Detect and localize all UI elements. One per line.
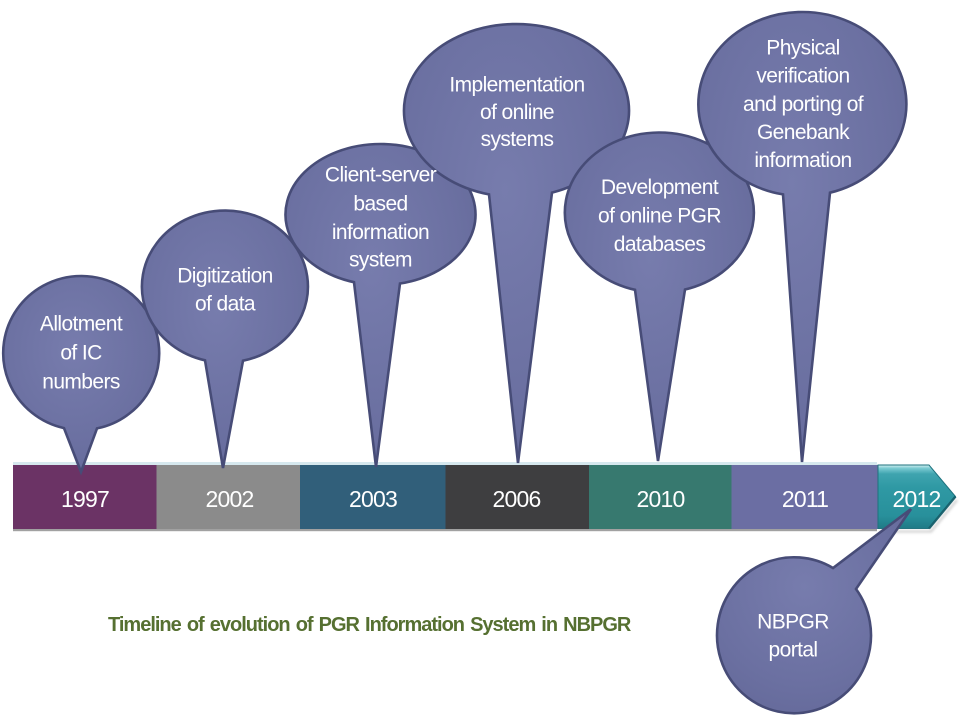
svg-text:based: based xyxy=(353,193,407,216)
svg-text:of data: of data xyxy=(195,293,256,316)
svg-text:NBPGR: NBPGR xyxy=(757,611,829,634)
svg-text:2010: 2010 xyxy=(637,486,685,512)
svg-text:Physical: Physical xyxy=(766,37,839,60)
svg-text:Development: Development xyxy=(601,176,719,199)
svg-text:2003: 2003 xyxy=(349,486,397,512)
svg-text:systems: systems xyxy=(481,128,554,151)
svg-text:2012: 2012 xyxy=(893,486,941,512)
svg-text:1997: 1997 xyxy=(61,486,109,512)
svg-text:numbers: numbers xyxy=(42,371,120,394)
svg-text:verification: verification xyxy=(756,65,849,88)
svg-text:Genebank: Genebank xyxy=(757,121,850,144)
svg-text:and porting of: and porting of xyxy=(743,93,864,116)
svg-text:information: information xyxy=(754,149,851,172)
svg-text:Digitization: Digitization xyxy=(177,265,273,288)
svg-text:Timeline of evolution of PGR I: Timeline of evolution of PGR Information… xyxy=(108,614,632,636)
svg-text:of online: of online xyxy=(480,101,554,124)
svg-text:databases: databases xyxy=(614,233,706,256)
svg-text:of online PGR: of online PGR xyxy=(598,205,721,228)
svg-text:2006: 2006 xyxy=(493,486,541,512)
svg-text:Allotment: Allotment xyxy=(40,313,123,336)
svg-text:2002: 2002 xyxy=(206,486,254,512)
svg-text:Client-server: Client-server xyxy=(325,164,437,187)
svg-text:portal: portal xyxy=(769,639,818,662)
svg-text:system: system xyxy=(349,249,412,272)
svg-text:information: information xyxy=(332,221,429,244)
svg-text:2011: 2011 xyxy=(782,486,828,512)
svg-text:Implementation: Implementation xyxy=(449,74,584,97)
svg-text:of IC: of IC xyxy=(60,342,102,365)
